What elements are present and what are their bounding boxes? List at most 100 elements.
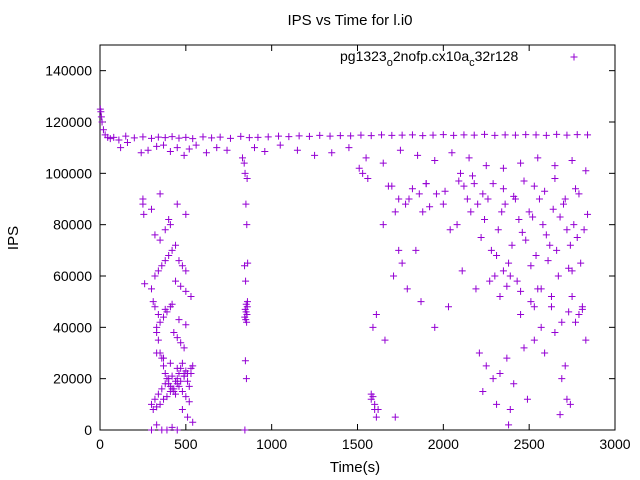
data-point	[240, 159, 248, 167]
data-point	[580, 226, 588, 234]
data-point	[491, 272, 499, 280]
data-point	[403, 285, 411, 293]
data-point	[457, 169, 464, 177]
data-point	[551, 174, 559, 182]
data-point	[168, 246, 176, 254]
data-point	[384, 182, 392, 190]
data-point	[161, 370, 169, 378]
legend-marker-glyph	[570, 53, 578, 61]
data-point	[173, 334, 181, 342]
data-point	[503, 282, 511, 290]
data-point	[572, 318, 580, 326]
data-point	[472, 285, 480, 293]
data-point	[470, 180, 478, 188]
data-point	[151, 272, 159, 280]
data-point	[448, 149, 456, 157]
data-point	[99, 126, 107, 134]
data-point	[180, 370, 188, 378]
data-point	[505, 421, 513, 429]
data-point	[565, 308, 573, 316]
data-point	[391, 413, 399, 421]
data-point	[182, 133, 190, 141]
data-point	[499, 267, 507, 275]
data-point	[532, 251, 540, 259]
data-point	[517, 159, 525, 167]
x-tick-label: 3000	[599, 436, 630, 452]
y-tick-label: 40000	[53, 319, 92, 335]
data-point	[527, 298, 535, 306]
data-point	[511, 131, 519, 139]
data-point	[503, 354, 511, 362]
data-point	[106, 135, 114, 143]
x-tick-label: 2500	[514, 436, 545, 452]
data-point	[166, 359, 174, 367]
data-point	[160, 354, 168, 362]
data-point	[172, 390, 180, 398]
data-point	[355, 164, 363, 172]
y-tick-label: 120000	[45, 114, 92, 130]
data-point	[530, 303, 538, 311]
data-point	[295, 132, 303, 140]
data-point	[275, 132, 283, 140]
data-point	[208, 134, 216, 142]
data-point	[546, 241, 554, 249]
y-axis-label: IPS	[5, 226, 22, 250]
data-point	[470, 131, 478, 139]
data-point	[493, 400, 501, 408]
data-point	[178, 405, 186, 413]
data-point	[530, 182, 538, 190]
data-point	[173, 364, 181, 372]
data-point	[402, 200, 410, 208]
data-point	[362, 154, 370, 162]
data-point	[97, 113, 105, 121]
data-point	[575, 190, 583, 198]
data-point	[379, 159, 387, 167]
data-point	[493, 251, 501, 259]
data-point	[243, 318, 251, 326]
data-point	[561, 195, 569, 203]
data-point	[316, 131, 324, 139]
data-point	[537, 323, 545, 331]
data-point	[566, 241, 574, 249]
data-point	[173, 144, 181, 152]
legend-label-part: pg1323	[340, 48, 387, 64]
data-point	[573, 234, 581, 241]
data-point	[199, 133, 207, 141]
data-point	[165, 216, 173, 224]
data-point	[182, 267, 190, 275]
data-point	[364, 174, 372, 182]
data-point	[153, 421, 161, 429]
data-point	[395, 195, 403, 203]
data-point	[182, 210, 190, 218]
data-point	[572, 185, 580, 193]
data-point	[441, 187, 449, 195]
legend: pg1323o2nofp.cx10ac32r128	[340, 48, 578, 69]
data-point	[549, 205, 557, 213]
data-point	[173, 426, 181, 434]
data-point	[241, 357, 249, 365]
data-point	[458, 267, 466, 275]
y-tick-label: 0	[84, 422, 92, 438]
data-point	[184, 413, 192, 421]
data-point	[168, 372, 176, 380]
data-point	[570, 221, 578, 229]
data-point	[369, 393, 377, 401]
data-point	[251, 144, 258, 152]
data-point	[182, 393, 190, 401]
data-point	[311, 151, 319, 159]
data-point	[518, 228, 526, 236]
data-point	[184, 377, 192, 385]
data-point	[378, 131, 386, 139]
data-point	[161, 257, 169, 265]
legend-label-part: 32r128	[475, 48, 519, 64]
data-point	[168, 423, 176, 431]
data-point	[144, 146, 152, 154]
data-point	[501, 200, 509, 208]
data-point	[489, 180, 497, 188]
data-point	[189, 418, 197, 426]
data-point	[527, 262, 535, 270]
data-point	[154, 336, 162, 344]
legend-label-subscript: c	[469, 57, 475, 69]
data-point	[419, 208, 427, 216]
data-point	[446, 226, 454, 234]
